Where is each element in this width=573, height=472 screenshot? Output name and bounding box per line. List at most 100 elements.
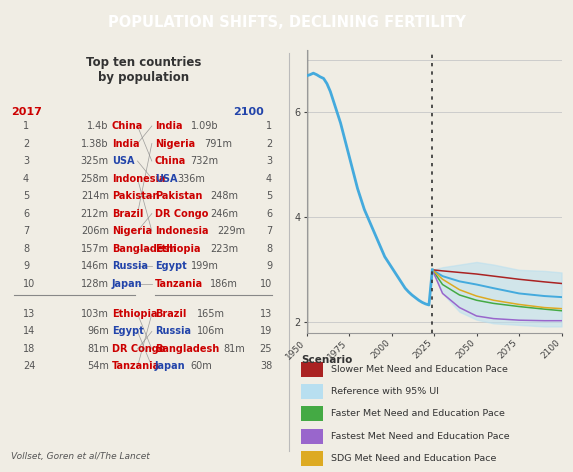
Text: 9: 9 <box>266 261 272 271</box>
Text: 10: 10 <box>260 278 272 288</box>
Text: 199m: 199m <box>190 261 218 271</box>
Text: 5: 5 <box>266 191 272 201</box>
Text: 325m: 325m <box>81 156 109 166</box>
Text: Japan: Japan <box>112 278 142 288</box>
Text: 24: 24 <box>23 362 36 371</box>
Text: 146m: 146m <box>81 261 109 271</box>
Text: China: China <box>155 156 186 166</box>
Text: 1: 1 <box>266 121 272 131</box>
Text: China: China <box>112 121 143 131</box>
Text: Russia: Russia <box>155 327 191 337</box>
Text: Nigeria: Nigeria <box>155 138 195 149</box>
Text: 2017: 2017 <box>11 107 42 117</box>
Text: 13: 13 <box>23 309 35 319</box>
Text: Slower Met Need and Education Pace: Slower Met Need and Education Pace <box>331 365 508 374</box>
Bar <box>301 451 323 466</box>
Text: Pakistan: Pakistan <box>155 191 202 201</box>
Text: Egypt: Egypt <box>155 261 186 271</box>
Text: Ethiopia: Ethiopia <box>112 309 157 319</box>
Text: 7: 7 <box>23 226 29 236</box>
Text: 6: 6 <box>266 209 272 219</box>
Text: Japan: Japan <box>155 362 185 371</box>
Text: 3: 3 <box>23 156 29 166</box>
Bar <box>301 362 323 377</box>
Text: 60m: 60m <box>190 362 212 371</box>
Text: 2: 2 <box>266 138 272 149</box>
Bar <box>301 429 323 444</box>
Text: 103m: 103m <box>81 309 109 319</box>
Text: Ethiopia: Ethiopia <box>155 244 200 253</box>
Text: 54m: 54m <box>87 362 109 371</box>
Text: Indonesia: Indonesia <box>155 226 208 236</box>
Text: 3: 3 <box>266 156 272 166</box>
Text: 336m: 336m <box>178 174 205 184</box>
Text: India: India <box>155 121 182 131</box>
Text: 1.4b: 1.4b <box>87 121 109 131</box>
Text: 14: 14 <box>23 327 35 337</box>
Text: 6: 6 <box>23 209 29 219</box>
Text: Indonesia: Indonesia <box>112 174 165 184</box>
Text: DR Congo: DR Congo <box>112 344 165 354</box>
Text: 212m: 212m <box>81 209 109 219</box>
Text: SDG Met Need and Education Pace: SDG Met Need and Education Pace <box>331 454 497 463</box>
Text: 214m: 214m <box>81 191 109 201</box>
Text: 1.38b: 1.38b <box>81 138 109 149</box>
Text: 96m: 96m <box>87 327 109 337</box>
Text: 186m: 186m <box>210 278 238 288</box>
Bar <box>301 406 323 421</box>
Text: 8: 8 <box>23 244 29 253</box>
Text: 732m: 732m <box>190 156 219 166</box>
Text: 81m: 81m <box>87 344 109 354</box>
Text: Pakistan: Pakistan <box>112 191 159 201</box>
Text: 258m: 258m <box>81 174 109 184</box>
Text: Tanzania: Tanzania <box>155 278 203 288</box>
Text: Egypt: Egypt <box>112 327 143 337</box>
Text: 4: 4 <box>266 174 272 184</box>
Text: Top ten countries
by population: Top ten countries by population <box>85 56 201 84</box>
Text: 18: 18 <box>23 344 35 354</box>
Text: 2: 2 <box>23 138 29 149</box>
Text: 1: 1 <box>23 121 29 131</box>
Text: Brazil: Brazil <box>155 309 186 319</box>
Bar <box>301 384 323 399</box>
Text: 128m: 128m <box>81 278 109 288</box>
Text: Brazil: Brazil <box>112 209 143 219</box>
Text: 165m: 165m <box>197 309 225 319</box>
Text: 5: 5 <box>23 191 29 201</box>
Text: 81m: 81m <box>223 344 245 354</box>
Text: 157m: 157m <box>81 244 109 253</box>
Text: Tanzania: Tanzania <box>112 362 160 371</box>
Text: Bangladesh: Bangladesh <box>155 344 219 354</box>
Text: 8: 8 <box>266 244 272 253</box>
Text: Faster Met Need and Education Pace: Faster Met Need and Education Pace <box>331 409 505 418</box>
Text: 25: 25 <box>260 344 272 354</box>
Text: Bangladesh: Bangladesh <box>112 244 176 253</box>
Text: 248m: 248m <box>210 191 238 201</box>
Text: 38: 38 <box>260 362 272 371</box>
Text: 106m: 106m <box>197 327 225 337</box>
Text: 10: 10 <box>23 278 35 288</box>
Text: Russia: Russia <box>112 261 148 271</box>
Text: 4: 4 <box>23 174 29 184</box>
Text: India TFR: 1950-2010: India TFR: 1950-2010 <box>357 56 508 68</box>
Text: 13: 13 <box>260 309 272 319</box>
Text: 1.09b: 1.09b <box>190 121 218 131</box>
Text: Reference with 95% UI: Reference with 95% UI <box>331 387 439 396</box>
Text: USA: USA <box>112 156 134 166</box>
Text: 206m: 206m <box>81 226 109 236</box>
Text: POPULATION SHIFTS, DECLINING FERTILITY: POPULATION SHIFTS, DECLINING FERTILITY <box>108 15 465 30</box>
Text: DR Congo: DR Congo <box>155 209 208 219</box>
Text: Scenario: Scenario <box>301 354 352 364</box>
Text: Nigeria: Nigeria <box>112 226 152 236</box>
Text: Vollset, Goren et al/The Lancet: Vollset, Goren et al/The Lancet <box>11 452 150 461</box>
Text: 223m: 223m <box>210 244 238 253</box>
Text: 9: 9 <box>23 261 29 271</box>
Text: 229m: 229m <box>217 226 245 236</box>
Text: 19: 19 <box>260 327 272 337</box>
Text: 7: 7 <box>266 226 272 236</box>
Text: India: India <box>112 138 139 149</box>
Text: 246m: 246m <box>210 209 238 219</box>
Text: USA: USA <box>155 174 177 184</box>
Text: Fastest Met Need and Education Pace: Fastest Met Need and Education Pace <box>331 431 510 441</box>
Text: 791m: 791m <box>204 138 231 149</box>
